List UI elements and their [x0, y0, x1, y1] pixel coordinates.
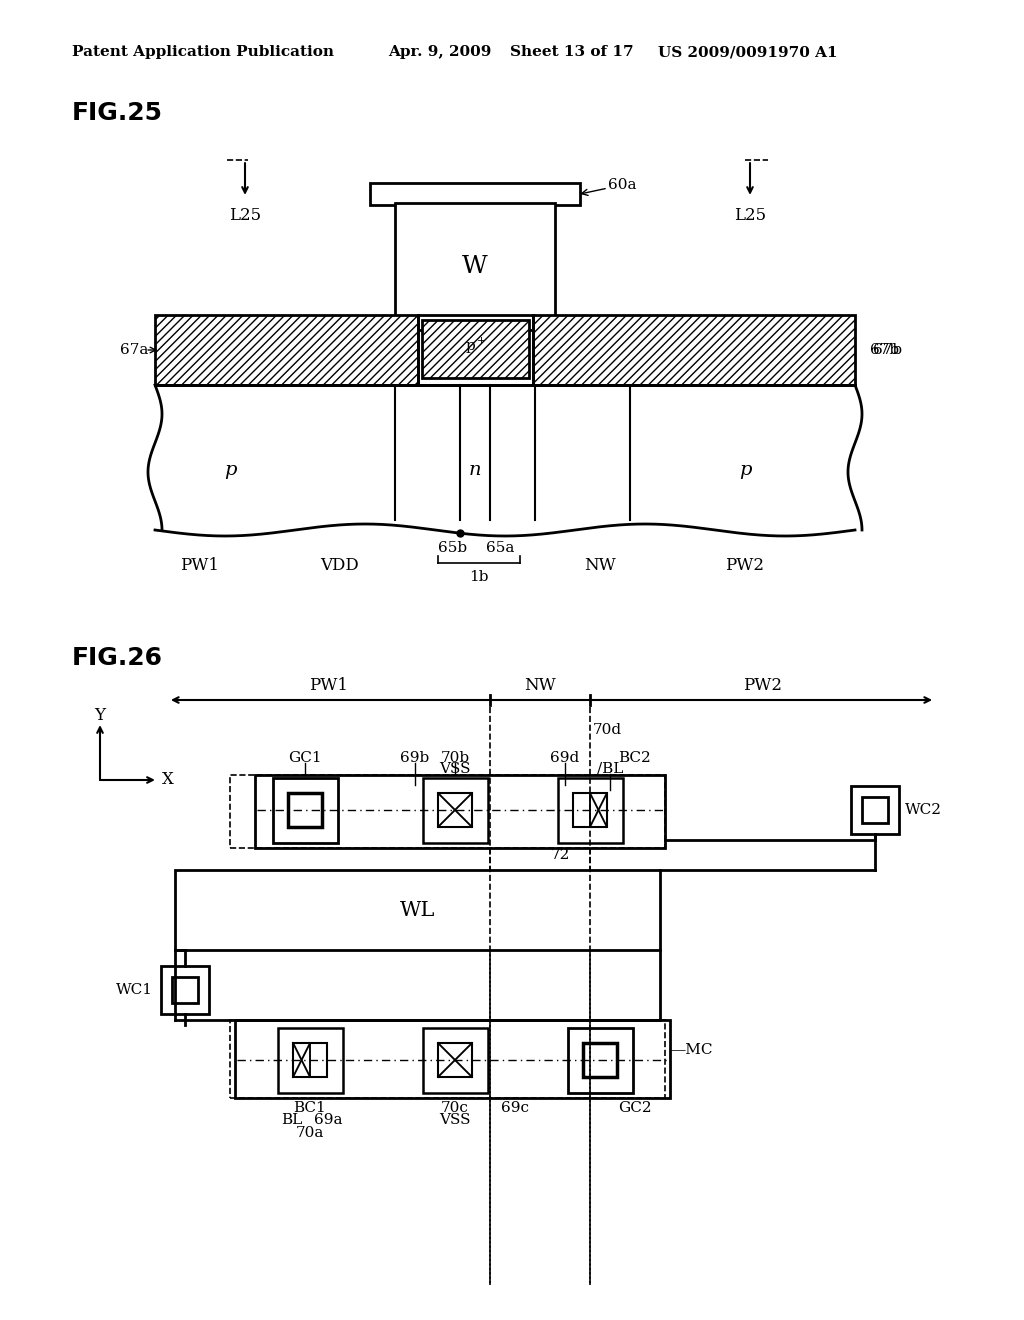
Text: 70a: 70a: [296, 1126, 325, 1140]
Text: US 2009/0091970 A1: US 2009/0091970 A1: [658, 45, 838, 59]
Text: —MC: —MC: [670, 1043, 713, 1057]
Text: PW2: PW2: [725, 557, 765, 573]
Text: 65b: 65b: [438, 541, 468, 554]
Text: p: p: [224, 461, 237, 479]
Text: L25: L25: [229, 206, 261, 223]
Text: 67b: 67b: [873, 343, 902, 356]
Bar: [422, 319, 529, 378]
Text: NW: NW: [584, 557, 615, 573]
Bar: [230, 775, 665, 847]
Text: p$^+$: p$^+$: [465, 335, 486, 356]
Text: 65a: 65a: [485, 541, 514, 554]
Text: 69a: 69a: [313, 1113, 342, 1127]
Text: BC1: BC1: [294, 1101, 327, 1115]
Bar: [230, 1020, 665, 1098]
Bar: [175, 870, 660, 950]
Bar: [567, 1027, 633, 1093]
Text: FIG.25: FIG.25: [72, 102, 163, 125]
Text: WL: WL: [399, 900, 435, 920]
Text: Apr. 9, 2009: Apr. 9, 2009: [388, 45, 492, 59]
Text: 1b: 1b: [469, 570, 488, 583]
Text: FIG.26: FIG.26: [72, 645, 163, 671]
Bar: [851, 785, 899, 834]
Text: 69b: 69b: [400, 751, 430, 766]
Bar: [438, 1043, 472, 1077]
Text: 70d: 70d: [593, 723, 623, 737]
Text: GC1: GC1: [288, 751, 322, 766]
Text: 72: 72: [550, 847, 569, 862]
Bar: [234, 1020, 670, 1098]
Bar: [423, 1027, 487, 1093]
Text: 60a: 60a: [582, 178, 637, 195]
Bar: [288, 793, 322, 826]
Bar: [583, 1043, 616, 1077]
Bar: [423, 777, 487, 842]
Text: WC1: WC1: [116, 983, 153, 997]
Bar: [161, 966, 209, 1014]
Text: /BL: /BL: [597, 762, 624, 776]
Text: BL: BL: [282, 1113, 303, 1127]
Text: n: n: [469, 461, 481, 479]
Text: Y: Y: [94, 706, 105, 723]
Text: Sheet 13 of 17: Sheet 13 of 17: [510, 45, 634, 59]
Bar: [278, 1027, 342, 1093]
Text: 67a: 67a: [120, 343, 148, 356]
Text: 67b: 67b: [861, 343, 899, 356]
Bar: [293, 1043, 327, 1077]
Text: 70b: 70b: [440, 751, 470, 766]
Text: WC2: WC2: [905, 803, 942, 817]
Bar: [557, 777, 623, 842]
Bar: [438, 793, 472, 826]
Text: Patent Application Publication: Patent Application Publication: [72, 45, 334, 59]
Bar: [534, 315, 855, 385]
Bar: [272, 777, 338, 842]
Text: PW1: PW1: [180, 557, 219, 573]
Text: 70c: 70c: [441, 1101, 469, 1115]
Text: VSS: VSS: [439, 762, 471, 776]
Bar: [395, 203, 555, 330]
Bar: [370, 183, 580, 205]
Bar: [255, 775, 665, 847]
Text: 69d: 69d: [550, 751, 580, 766]
Bar: [172, 977, 199, 1003]
Text: 69c: 69c: [501, 1101, 529, 1115]
Text: PW2: PW2: [743, 677, 782, 694]
Text: p: p: [738, 461, 752, 479]
Text: GC2: GC2: [618, 1101, 652, 1115]
Text: X: X: [162, 771, 174, 788]
Text: L25: L25: [734, 206, 766, 223]
Bar: [573, 793, 607, 826]
Text: W: W: [462, 255, 487, 279]
Bar: [418, 315, 534, 385]
Text: PW1: PW1: [309, 677, 348, 694]
Text: VSS: VSS: [439, 1113, 471, 1127]
Bar: [155, 315, 418, 385]
Text: VDD: VDD: [321, 557, 359, 573]
Text: BC2: BC2: [618, 751, 651, 766]
Bar: [862, 797, 888, 824]
Text: NW: NW: [524, 677, 556, 694]
